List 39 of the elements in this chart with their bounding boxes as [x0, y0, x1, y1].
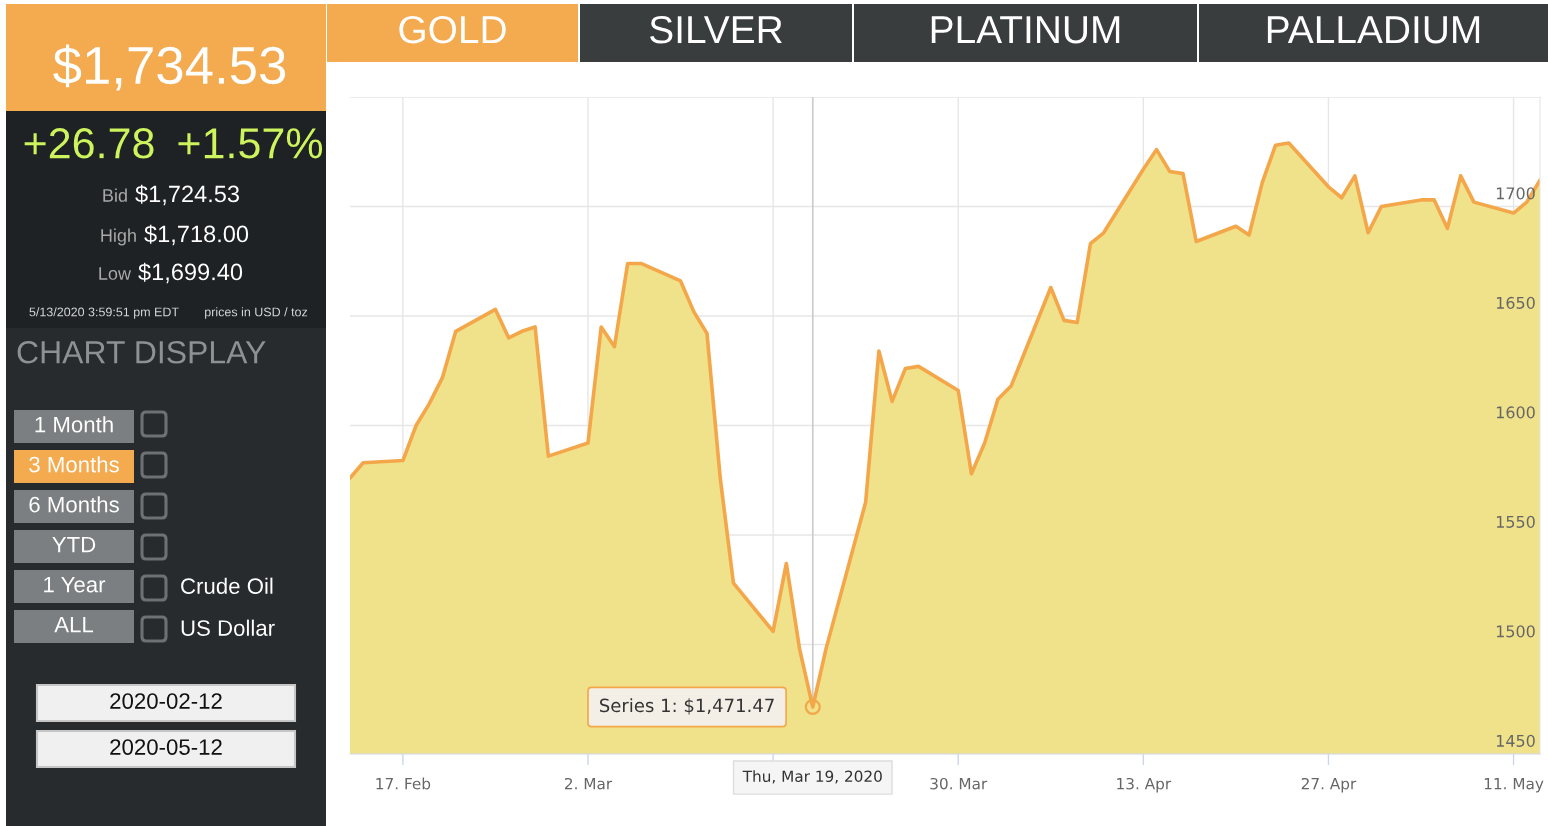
y-tick-label: 1550	[1496, 515, 1535, 528]
x-tick-label: 17. Feb	[376, 777, 431, 790]
text: +26.78	[24, 128, 154, 159]
text: prices in USD / toz	[205, 307, 308, 319]
x-tick-label: 13. Apr	[1117, 777, 1172, 793]
text: PALLADIUM	[1267, 16, 1480, 44]
text: YTD	[52, 536, 96, 553]
text: $1,724.53	[135, 184, 239, 206]
text: Bid	[103, 188, 127, 202]
text: Low	[99, 267, 132, 280]
text: High	[101, 228, 136, 246]
text: 2020-02-12	[110, 693, 222, 709]
text: 5/13/2020 3:59:51 pm EDT	[29, 307, 179, 319]
text: PLATINUM	[931, 16, 1120, 44]
x-tick-label: 30. Mar	[930, 777, 988, 790]
text: 1 Year	[44, 576, 106, 593]
text: GOLD	[399, 15, 506, 44]
text: $1,718.00	[144, 224, 249, 246]
text: CHART DISPLAY	[17, 340, 266, 364]
y-tick-label: 1450	[1496, 734, 1535, 747]
y-tick-label: 1650	[1496, 296, 1535, 309]
text: SILVER	[650, 15, 782, 44]
x-tick-label: 11. May	[1484, 778, 1544, 793]
y-tick-label: 1600	[1496, 406, 1535, 419]
text: $1,734.53	[53, 44, 286, 91]
text: 3 Months	[29, 456, 119, 473]
text: Crude Oil	[181, 577, 273, 594]
y-tick-label: 1500	[1496, 625, 1535, 638]
text: US Dollar	[181, 619, 275, 636]
ref-line-label: Thu, Mar 19, 2020	[742, 770, 882, 784]
text: 6 Months	[29, 496, 119, 513]
x-tick-label: 27. Apr	[1301, 777, 1357, 793]
x-tick-label: 2. Mar	[564, 777, 613, 790]
text: 1 Month	[35, 416, 113, 433]
text: ALL	[54, 616, 94, 633]
text: 2020-05-12	[110, 739, 222, 755]
annotation: Series 1: $1,471.47	[600, 698, 774, 715]
text: +1.57%	[178, 128, 323, 159]
text: $1,699.40	[138, 262, 243, 284]
